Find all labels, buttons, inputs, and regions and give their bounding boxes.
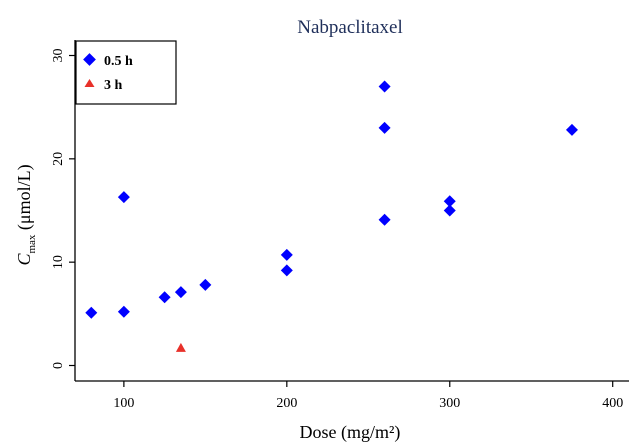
data-point-0-5h — [280, 248, 293, 261]
data-point-0-5h — [443, 195, 456, 208]
y-axis-title: Cmax (μmol/L) — [14, 164, 38, 265]
legend-marker-3h — [84, 79, 95, 87]
legend: 0.5 h 3 h — [75, 40, 177, 105]
data-point-0-5h — [117, 305, 130, 318]
axes — [74, 40, 629, 382]
y-tick-label: 10 — [51, 255, 66, 269]
data-point-3h — [175, 342, 186, 352]
legend-label-3h: 3 h — [104, 78, 123, 93]
y-axis-title-rest: (μmol/L) — [14, 164, 35, 234]
legend-label-0-5h: 0.5 h — [104, 54, 133, 69]
y-axis-title-sub: max — [26, 234, 38, 253]
x-axis-title: Dose (mg/m²) — [300, 422, 401, 442]
x-tick-label: 200 — [276, 396, 297, 411]
y-tick-label: 30 — [51, 49, 66, 63]
tick-group: 100 200 300 400 0 10 20 30 — [51, 49, 623, 412]
y-axis-title-main: C — [14, 253, 34, 266]
y-tick-label: 0 — [51, 362, 66, 369]
data-point-0-5h — [378, 213, 391, 226]
data-point-0-5h — [565, 123, 578, 136]
x-tick-label: 300 — [439, 396, 460, 411]
data-point-0-5h — [199, 278, 212, 291]
data-point-0-5h — [158, 291, 171, 304]
data-point-0-5h — [280, 264, 293, 277]
data-point-0-5h — [117, 191, 130, 204]
data-point-0-5h — [378, 80, 391, 93]
x-tick-label: 100 — [113, 396, 134, 411]
data-point-0-5h — [378, 121, 391, 134]
x-tick-label: 400 — [602, 396, 623, 411]
data-points — [85, 80, 578, 352]
y-tick-label: 20 — [51, 152, 66, 166]
chart-title: Nabpaclitaxel — [297, 17, 403, 38]
data-point-0-5h — [85, 306, 98, 319]
data-point-0-5h — [174, 286, 187, 299]
data-point-0-5h — [443, 204, 456, 217]
legend-box — [75, 40, 177, 105]
